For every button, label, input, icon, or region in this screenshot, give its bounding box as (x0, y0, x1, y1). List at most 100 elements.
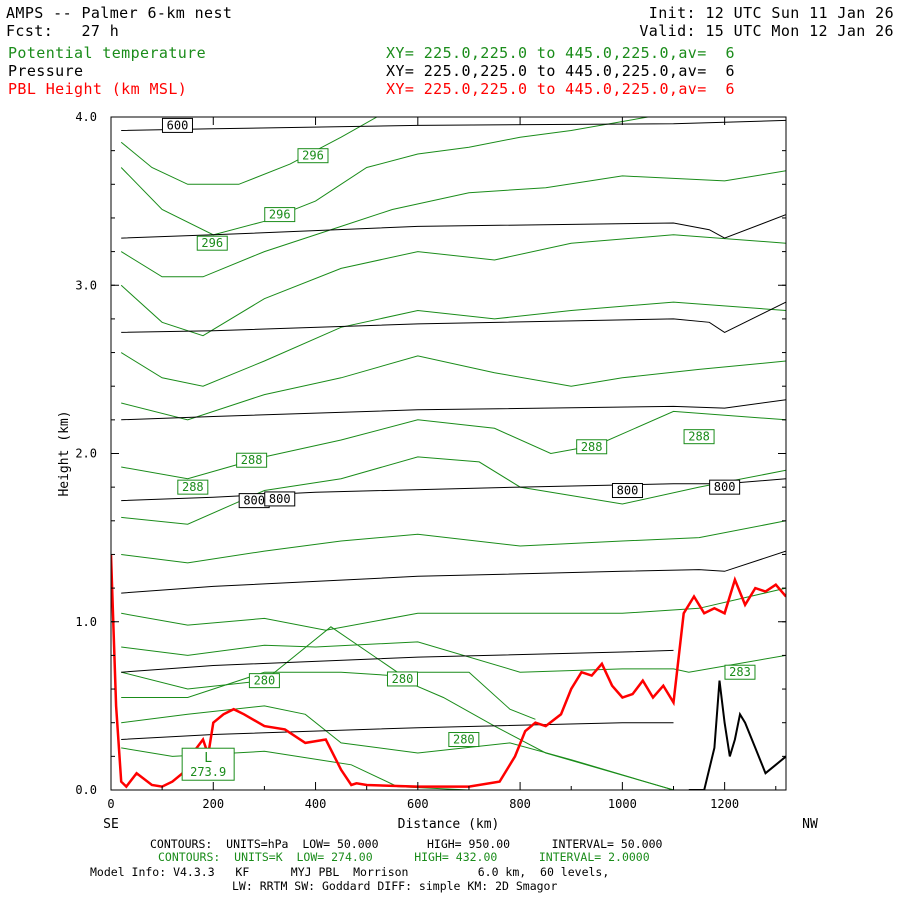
x-end-label-right: NW (802, 817, 818, 832)
x-tick-label-6: 1200 (710, 797, 739, 811)
theta-contour-4 (121, 641, 786, 673)
pressure-label-1-text: 800 (243, 494, 265, 508)
contour-labels: 296 296 296 288 288 288 288 283 280 280 280 600 800 8… (161, 117, 756, 781)
theta-label-0-text: 296 (302, 149, 324, 163)
theta-label-7-text: 283 (729, 665, 751, 679)
contours2-high: 432.00 (455, 850, 498, 864)
footer-pressure-contours: CONTOURS: UNITS=hPa LOW= 50.000 HIGH= 95… (150, 838, 662, 851)
valid-time: Valid: 15 UTC Mon 12 Jan 26 (639, 22, 894, 40)
pressure-label-3: 800 (611, 483, 643, 499)
y-axis-title: Height (km) (57, 410, 72, 496)
y-tick-label-2: 2.0 (75, 447, 97, 461)
y-tick-label-1: 1.0 (75, 615, 97, 629)
footer-physics: LW: RRTM SW: Goddard DIFF: simple KM: 2D… (232, 879, 558, 893)
pressure-contour-600 (121, 119, 786, 131)
contours1-interval-label: INTERVAL= (551, 837, 614, 851)
pressure-contour-850 (121, 550, 786, 594)
low-marker-value: 273.9 (190, 765, 226, 779)
theta-label-10-text: 280 (453, 733, 475, 747)
theta-contours (120, 117, 786, 790)
theta-label-9-box (386, 671, 418, 687)
field-pressure: Pressure (8, 62, 84, 80)
y-tick-label-4: 4.0 (75, 110, 97, 124)
contours1-low: 50.000 (336, 837, 379, 851)
contours1-high: 950.00 (468, 837, 511, 851)
init-time: Init: 12 UTC Sun 11 Jan 26 (648, 4, 894, 22)
theta-contour-7 (121, 456, 786, 525)
forecast-hour: Fcst: 27 h (6, 22, 120, 40)
terrain-line (688, 680, 786, 790)
cross-section-chart: 296 296 296 288 288 288 288 283 280 280 280 600 800 8… (57, 110, 818, 832)
theta-label-6-box (177, 479, 209, 495)
low-marker-letter: L (204, 751, 212, 766)
pressure-label-4: 800 (709, 479, 741, 495)
theta-label-0-box (297, 148, 329, 164)
contours2-interval: 2.0000 (608, 850, 650, 864)
pressure-label-2: 800 (264, 491, 296, 507)
footer-theta-contours: CONTOURS: UNITS=K LOW= 274.00 HIGH= 432.… (158, 851, 650, 864)
theta-label-8: 280 (248, 673, 280, 689)
theta-contour-11 (120, 234, 786, 337)
theta-contour-13 (120, 117, 648, 236)
x-end-label-left: SE (103, 817, 119, 832)
footer-model-info: Model Info: V4.3.3 KF MYJ PBL Morrison 6… (90, 865, 610, 879)
theta-label-9-text: 280 (392, 672, 414, 686)
theta-label-4: 288 (576, 439, 608, 455)
x-tick-label-3: 600 (407, 797, 429, 811)
theta-label-2-box (196, 235, 228, 251)
theta-contour-6 (121, 520, 786, 564)
theta-label-3-text: 288 (688, 430, 710, 444)
theta-contour-14 (120, 117, 378, 185)
theta-label-1-box (264, 207, 296, 223)
axes: 0.0 1.0 2.0 3.0 4.0 0 200 400 600 800 1000 1200 SE NW… (57, 110, 818, 832)
x-tick-label-0: 0 (107, 797, 114, 811)
theta-label-1-text: 296 (269, 208, 291, 222)
x-axis-title: Distance (km) (398, 817, 500, 832)
pressure-label-1: 800 (238, 493, 270, 509)
contours1-high-label: HIGH= (426, 837, 462, 851)
theta-label-7-box (724, 664, 756, 680)
theta-label-4-text: 288 (581, 440, 603, 454)
xy-line-2: XY= 225.0,225.0 to 445.0,225.0,av= 6 (386, 62, 735, 80)
theta-label-4-box (576, 439, 608, 455)
pressure-label-4-box (709, 479, 741, 495)
theta-label-2: 296 (196, 235, 228, 251)
x-tick-label-1: 200 (202, 797, 224, 811)
xy-line-3: XY= 225.0,225.0 to 445.0,225.0,av= 6 (386, 80, 735, 98)
theta-label-3: 288 (683, 429, 715, 445)
y-tick-label-0: 0.0 (75, 783, 97, 797)
theta-contour-9 (121, 355, 786, 421)
contours1-prefix: CONTOURS: UNITS=hPa LOW= (150, 837, 331, 851)
pressure-label-0: 600 (161, 117, 193, 133)
theta-label-8-text: 280 (254, 674, 276, 688)
field-pbl-height: PBL Height (km MSL) (8, 80, 188, 98)
x-tick-label-5: 1000 (608, 797, 637, 811)
theta-contour-0 (121, 747, 470, 790)
field-potential-temperature: Potential temperature (8, 44, 207, 62)
theta-label-2-text: 296 (201, 236, 223, 250)
theta-label-6: 288 (177, 479, 209, 495)
pressure-contour-650 (121, 214, 786, 239)
theta-label-9: 280 (386, 671, 418, 687)
theta-label-3-box (683, 429, 715, 445)
xy-line-1: XY= 225.0,225.0 to 445.0,225.0,av= 6 (386, 44, 735, 62)
contours2-interval-label: INTERVAL= (538, 850, 602, 864)
low-marker-box (181, 747, 235, 781)
theta-label-8-box (248, 673, 280, 689)
theta-contour-8 (121, 410, 786, 480)
contours2-prefix: CONTOURS: UNITS=K LOW= (158, 850, 325, 864)
pressure-label-0-box (161, 117, 193, 133)
pressure-label-2-box (264, 491, 296, 507)
theta-contour-12 (120, 170, 786, 278)
pressure-contour-700 (121, 301, 786, 333)
pressure-label-3-box (611, 483, 643, 499)
theta-label-10-box (448, 732, 480, 748)
pressure-label-2-text: 800 (269, 492, 291, 506)
y-tick-label-3: 3.0 (75, 278, 97, 292)
pressure-contour-750 (121, 399, 786, 421)
theta-label-5-text: 288 (241, 453, 263, 467)
pressure-label-3-text: 800 (617, 484, 639, 498)
theta-label-6-text: 288 (182, 480, 204, 494)
pressure-contour-950 (121, 722, 674, 740)
